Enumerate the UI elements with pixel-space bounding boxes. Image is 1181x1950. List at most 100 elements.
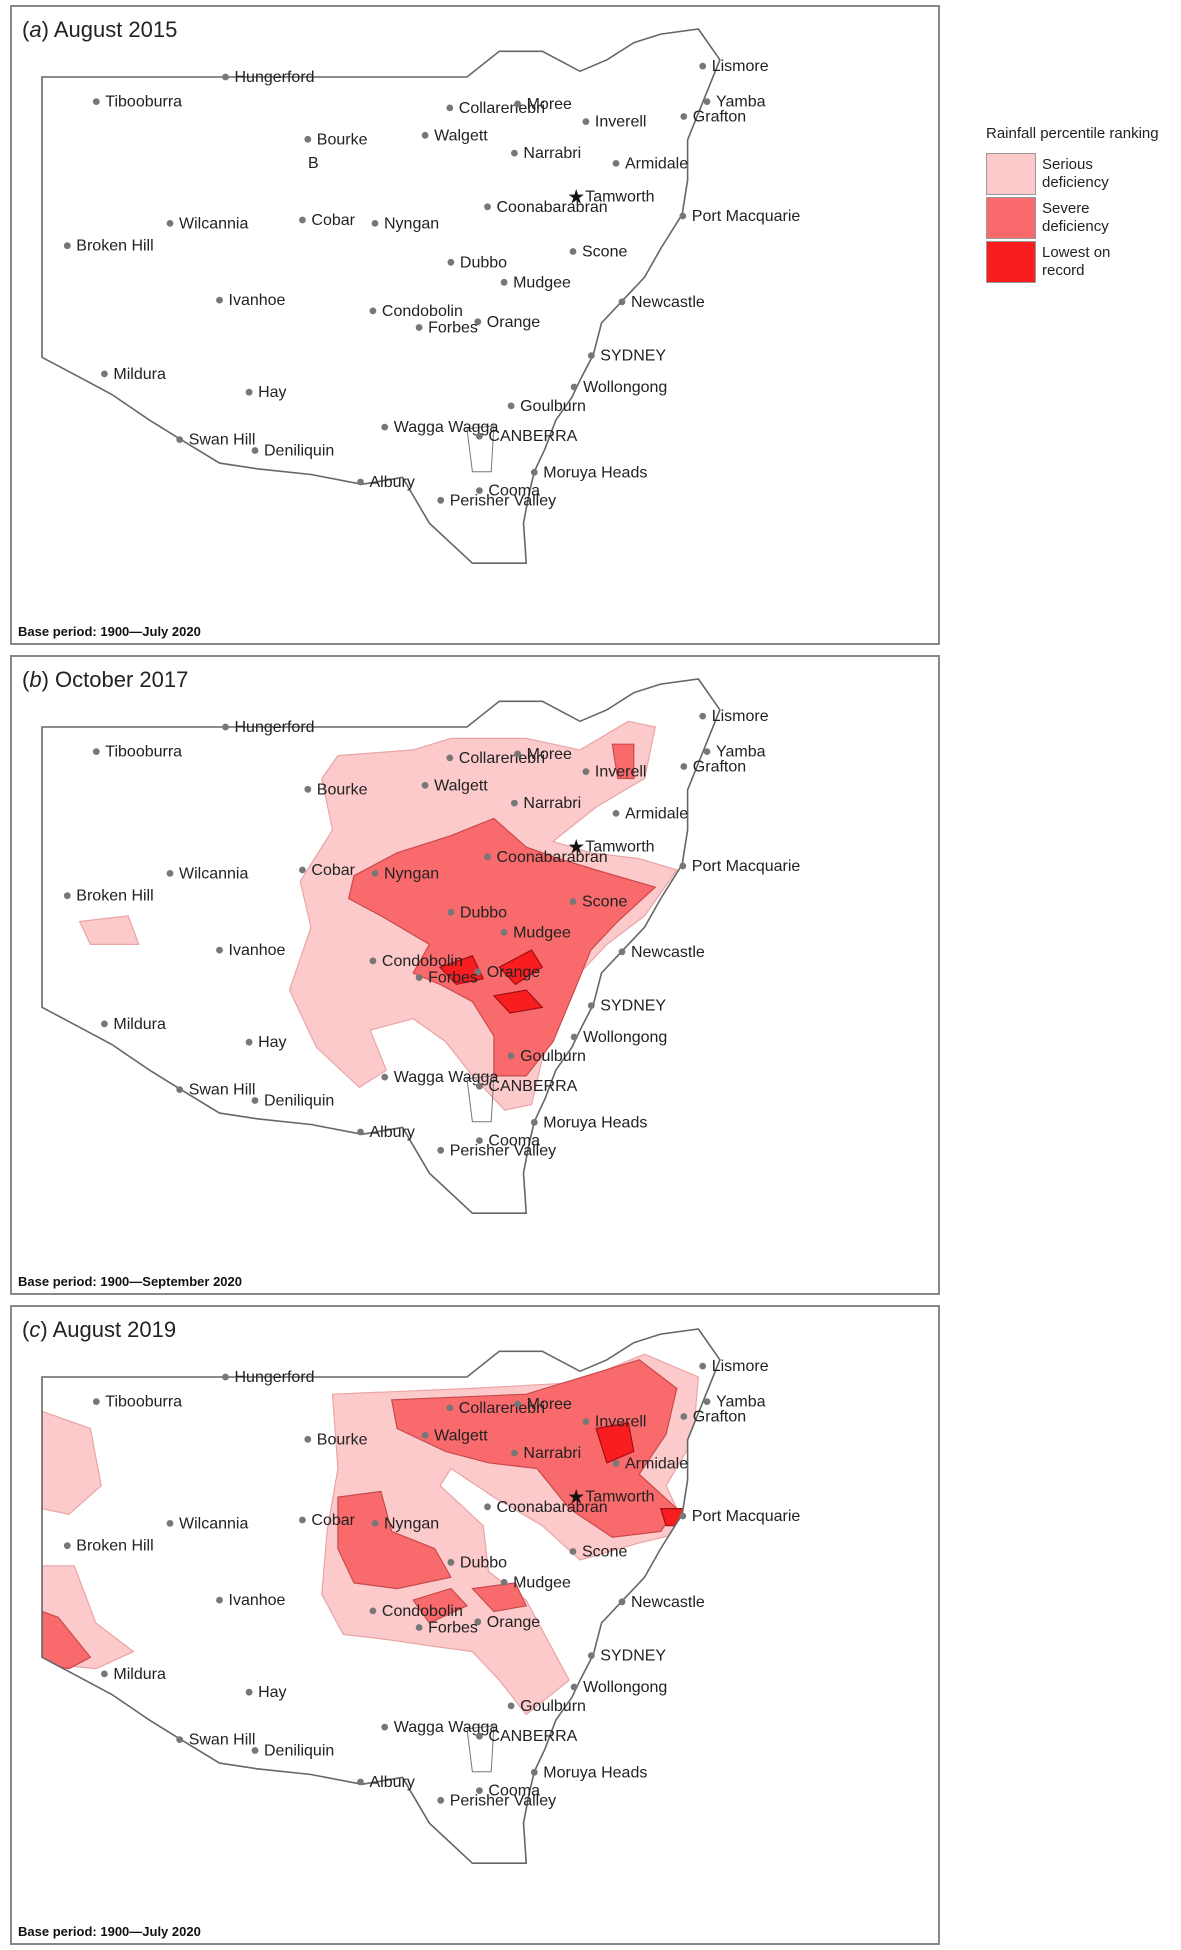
town-label-wilcannia: Wilcannia [179,1515,248,1532]
town-dot-yamba [703,1398,711,1405]
town-dot-mudgee [500,928,508,936]
town-label-dubbo: Dubbo [460,1554,507,1571]
town-dot-wagga-wagga [381,1073,389,1081]
town-dot-grafton [680,113,688,120]
town-label-mildura: Mildura [113,1666,166,1683]
town-label-newcastle: Newcastle [631,1594,705,1611]
town-label-armidale: Armidale [625,155,688,172]
act-border [466,1725,495,1773]
town-dot-lismore [699,62,707,70]
town-dot-scone [569,248,577,255]
town-label-wollongong: Wollongong [583,1029,667,1046]
town-label-inverell: Inverell [595,764,647,781]
deficiency-area-8 [595,1422,635,1464]
town-dot-ivanhoe [216,946,223,954]
town-label-canberra: CANBERRA [488,1728,577,1745]
town-label-wollongong: Wollongong [583,1679,667,1696]
town-dot-sydney [587,352,595,359]
town-label-ivanhoe: Ivanhoe [229,942,286,959]
town-dot-coonabarabran [484,853,491,861]
town-dot-cobar [299,1516,306,1524]
town-label-port-macquarie: Port Macquarie [692,1508,801,1525]
town-label-wilcannia: Wilcannia [179,865,248,882]
town-label-orange: Orange [487,1614,540,1631]
town-label-walgett: Walgett [434,1427,488,1444]
town-label-swan-hill: Swan Hill [189,1732,256,1749]
town-dot-port-macquarie [679,1512,687,1520]
town-label-perisher-valley: Perisher Valley [450,1142,556,1159]
deficiency-area-3 [390,1359,678,1538]
deficiency-area-4 [439,955,485,986]
town-label-walgett: Walgett [434,127,488,144]
town-dot-moree [514,1400,521,1408]
town-dot-narrabri [511,1449,518,1457]
deficiency-area-6 [412,1587,469,1624]
town-label-cobar: Cobar [311,212,355,229]
town-dot-yamba [703,748,711,755]
panel-title-c: (c) August 2019 [22,1317,177,1342]
nsw-border [41,678,721,1215]
town-dot-cobar [299,866,306,874]
town-dot-inverell [582,768,590,775]
town-label-hungerford: Hungerford [235,1369,315,1386]
town-label-moree: Moree [527,1396,572,1413]
town-dot-canberra [476,1732,483,1740]
deficiency-layer [78,720,678,1111]
town-label-dubbo: Dubbo [460,904,507,921]
town-label-ivanhoe: Ivanhoe [229,1592,286,1609]
town-dot-nyngan [371,870,379,877]
town-label-port-macquarie: Port Macquarie [692,208,801,225]
town-label-albury: Albury [370,1124,415,1141]
town-dot-deniliquin [251,1747,259,1754]
deficiency-area-4 [337,1490,452,1590]
town-label-inverell: Inverell [595,1414,647,1431]
town-dot-goulburn [507,402,515,410]
town-label-nyngan: Nyngan [384,1515,439,1532]
town-label-condobolin: Condobolin [382,953,463,970]
town-dot-wagga-wagga [381,1723,389,1731]
town-label-narrabri: Narrabri [523,145,581,162]
deficiency-area-7 [471,1582,528,1613]
panel-title-a: (a) August 2015 [22,17,178,42]
town-label-tibooburra: Tibooburra [105,94,182,111]
town-dot-dubbo [447,908,455,916]
town-dot-cooma [476,1787,483,1794]
town-label-hungerford: Hungerford [235,69,315,86]
town-dot-mildura [101,370,108,378]
town-dot-cobar [299,216,306,224]
town-dot-bourke [304,1435,312,1443]
town-label-mildura: Mildura [113,1016,166,1033]
town-dot-deniliquin [251,1097,259,1104]
town-dot-moree [514,100,521,108]
town-dot-port-macquarie [679,862,687,870]
town-dot-port-macquarie [679,212,687,220]
town-label-mudgee: Mudgee [513,274,571,291]
town-label-scone: Scone [582,894,627,911]
town-dot-narrabri [511,799,518,807]
town-label-newcastle: Newcastle [631,944,705,961]
legend-swatch-severe [986,197,1036,239]
map-panel-c: Hungerford Tibooburra Collarenebri Moree Lis… [10,1305,940,1945]
town-label-condobolin: Condobolin [382,1603,463,1620]
town-label-broken-hill: Broken Hill [76,888,153,905]
town-dot-grafton [680,1413,688,1420]
town-dot-moruya-heads [530,468,538,476]
town-dot-sydney [587,1652,595,1659]
town-dot-orange [474,1618,482,1626]
town-dot-newcastle [618,1598,626,1606]
town-label-moree: Moree [527,96,572,113]
base-period-a: Base period: 1900—July 2020 [18,624,201,639]
town-dot-mildura [101,1670,108,1678]
town-dot-coonabarabran [484,203,491,211]
town-dot-collarenebri [446,1404,454,1412]
town-label-moruya-heads: Moruya Heads [543,1764,647,1781]
town-dot-dubbo [447,258,455,266]
base-period-c: Base period: 1900—July 2020 [18,1924,201,1939]
town-label-newcastle: Newcastle [631,294,705,311]
town-label-mudgee: Mudgee [513,1574,571,1591]
town-label-cooma: Cooma [488,1133,540,1150]
town-label-orange: Orange [487,314,540,331]
town-dot-armidale [612,1460,620,1467]
